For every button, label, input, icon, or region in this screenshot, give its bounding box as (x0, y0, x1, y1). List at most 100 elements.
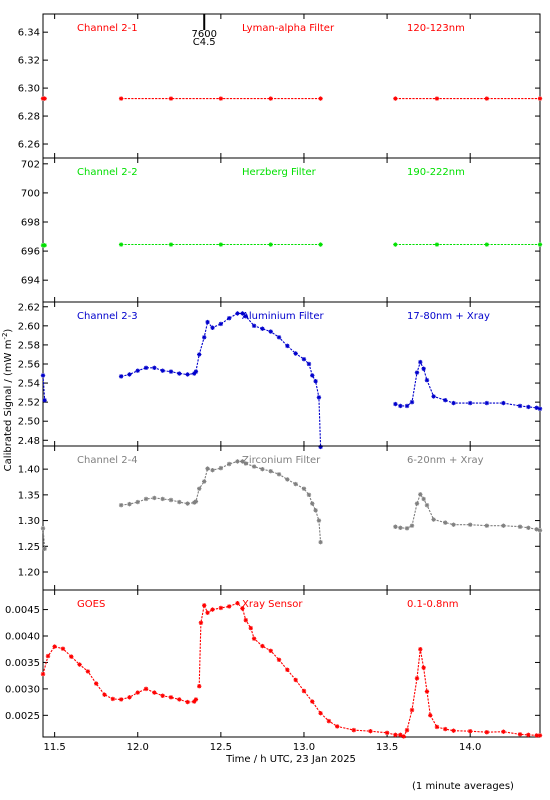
panel-5-data-point (110, 696, 116, 702)
panel-4-label: Channel 2-4 (77, 455, 138, 466)
panel-4-data-point (168, 497, 174, 503)
panel-5-data-point (517, 732, 523, 737)
y-axis-title-close: ) (3, 329, 14, 333)
panel-5-y-tick-label: 0.0025 (5, 711, 40, 722)
panel-2-y-tick-label: 698 (21, 218, 40, 229)
panel-5-data-point (398, 732, 403, 738)
panel-4-data-point (152, 495, 157, 501)
panel-4-data-point (40, 526, 46, 531)
panel-3-data-point (451, 400, 456, 406)
panel-3-y-tick-label: 2.62 (18, 302, 40, 313)
panel-5-data-point (268, 648, 273, 654)
panel-5-data-point (534, 733, 539, 738)
panel-3-data-point (467, 400, 473, 406)
panel-3-data-point (418, 359, 423, 365)
panel-4-data-point (135, 499, 140, 505)
panel-4-band-label: 6-20nm + Xray (407, 455, 484, 466)
panel-5-data-point (526, 732, 531, 738)
panel-5-data-point (428, 713, 433, 718)
panel-5-data-point (424, 689, 430, 694)
panel-4-data-point (318, 539, 323, 545)
panel-5-data-point (326, 718, 332, 724)
panel-3-data-point (517, 403, 523, 409)
panel-3-data-point (301, 357, 307, 362)
panel-4-data-point (443, 520, 448, 525)
panel-4-data-point (235, 459, 240, 464)
panel-5-data-point (93, 681, 99, 686)
panel-5-data-point (318, 711, 323, 716)
panel-2-filter-label: Herzberg Filter (242, 167, 317, 178)
panel-3-data-point (424, 377, 430, 383)
panel-5-data-point (501, 729, 506, 734)
panel-3-data-point (160, 368, 165, 373)
panel-5-data-point (240, 606, 245, 611)
panel-3-y-tick-label: 2.60 (18, 321, 40, 332)
panel-2-data-point (118, 242, 124, 247)
panel-5-data-point (434, 724, 440, 730)
panel-4-y-tick-label: 1.30 (18, 516, 40, 527)
x-tick-label: 12.5 (210, 742, 232, 753)
panel-3-y-tick-label: 2.54 (18, 379, 40, 390)
x-axis-title: Time / h UTC, 23 Jan 2025 (225, 754, 356, 765)
panel-4-data-point (517, 524, 523, 529)
panel-5-data-point (393, 732, 398, 738)
panel-2-y-tick-label: 700 (21, 188, 40, 199)
panel-5-data-point (127, 695, 132, 700)
panel-4-data-point (310, 501, 315, 506)
panel-4-data-point (316, 518, 322, 523)
panel-1-data-point (218, 96, 224, 101)
panel-3-data-point (42, 398, 47, 403)
panel-3-data-point (192, 371, 197, 376)
panel-3-data-point (431, 394, 436, 399)
panel-4-data-point (451, 522, 456, 527)
panel-4-data-point (268, 469, 273, 474)
panel-3-band-label: 17-80nm + Xray (407, 311, 490, 322)
panel-5-data-point (293, 677, 298, 683)
panel-1-y-tick-label: 6.30 (18, 84, 40, 95)
panel-2-data-point (168, 242, 174, 247)
panel-5-data-point (248, 625, 253, 631)
panel-5-y-tick-label: 0.0035 (5, 658, 40, 669)
panel-1-data-point (42, 96, 47, 101)
panel-2-data-point (393, 242, 398, 247)
panel-4-data-point (143, 496, 149, 502)
panel-4-data-point (177, 499, 182, 505)
panel-5-data-point (192, 699, 197, 704)
panel-3-frame (42, 301, 541, 447)
panel-5-data-point (160, 693, 165, 698)
panel-5-data-point (198, 620, 204, 625)
x-tick-label: 13.0 (293, 742, 315, 753)
panel-5-data-point (218, 605, 224, 611)
panel-4-data-point (260, 466, 265, 472)
panel-3-data-point (276, 335, 282, 340)
panel-4-frame (42, 445, 541, 591)
panel-1-y-tick-label: 6.32 (18, 56, 40, 67)
panel-1-y-tick-label: 6.28 (18, 112, 40, 123)
panel-3-data-point (421, 366, 426, 371)
x-tick-label: 11.5 (44, 742, 66, 753)
panel-4-data-point (218, 465, 224, 471)
panel-4-data-point (42, 546, 47, 552)
panel-5-data-point (537, 733, 543, 738)
panel-3-data-point (501, 400, 506, 406)
panel-4-data-point (293, 481, 298, 487)
panel-3-data-point (152, 365, 157, 371)
panel-5-data-point (467, 728, 473, 734)
panel-2-y-tick-label: 694 (21, 276, 40, 287)
panel-1-data-point (168, 96, 174, 101)
panel-3-series-3 (395, 360, 541, 410)
panel-5-data-point (185, 699, 190, 705)
panel-5-data-point (193, 697, 199, 702)
panel-1-data-point (434, 96, 440, 101)
panel-4-data-point (197, 486, 202, 491)
panel-5-frame (42, 589, 541, 738)
y-axis-title-sup: -2 (1, 333, 9, 340)
y-axis-title: Calibrated Signal / (mW m-2) (1, 329, 14, 472)
panel-3-data-point (393, 401, 398, 407)
panel-4-data-point (243, 461, 248, 466)
panel-3-data-point (310, 373, 315, 378)
panel-3-data-point (210, 325, 215, 330)
panel-4-series-2 (121, 460, 322, 543)
panel-3-data-point (143, 365, 149, 371)
panel-3-data-point (127, 372, 132, 377)
